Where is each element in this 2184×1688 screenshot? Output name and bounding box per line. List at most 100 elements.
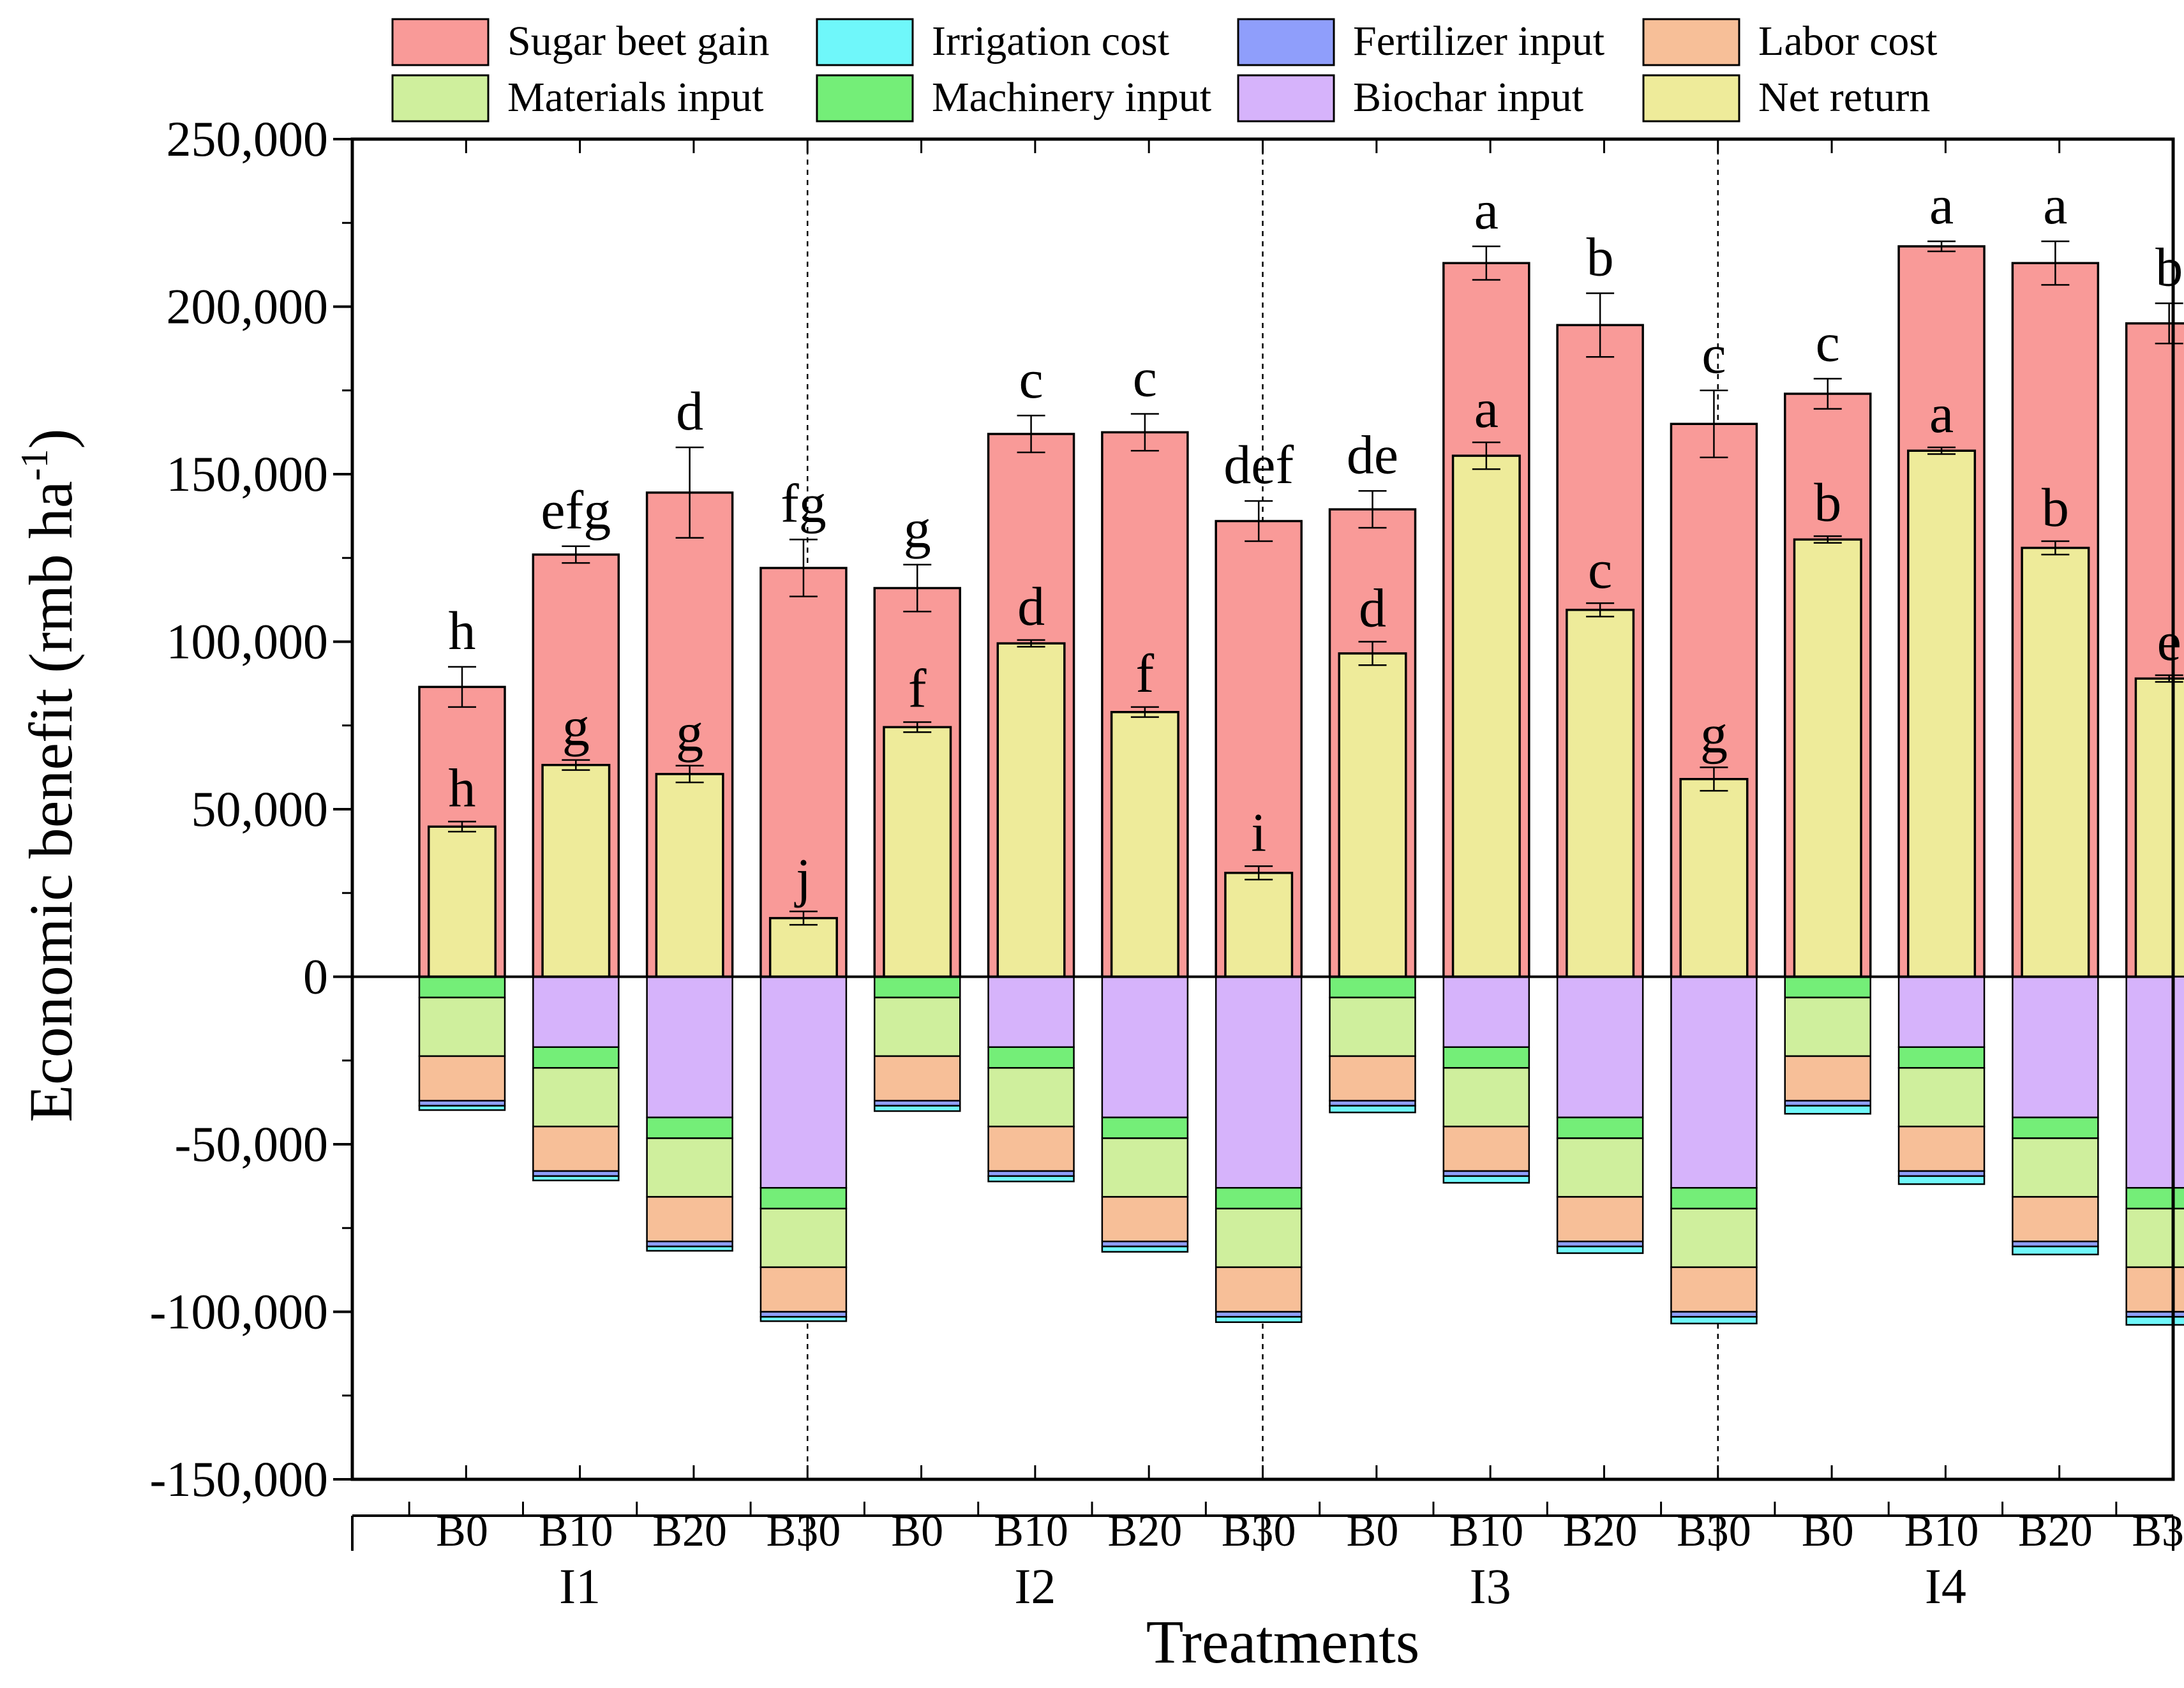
bar-segment-net-return: [1566, 608, 1635, 978]
bar-segment-machinery-input: [2012, 1116, 2099, 1139]
x-sub-label: B10: [1904, 1507, 1979, 1556]
x-sub-label: B0: [436, 1507, 488, 1556]
bar-segment-materials-input: [1215, 1207, 1303, 1268]
bar-segment-materials-input: [1784, 996, 1871, 1057]
bar-segment-materials-input: [1670, 1207, 1758, 1268]
bar-segment-irrigation-cost: [2125, 1316, 2184, 1326]
bar-segment-irrigation-cost: [1897, 1175, 1986, 1185]
bar-segment-irrigation-cost: [987, 1175, 1075, 1183]
y-axis-title: Economic benefit (rmb ha-1): [13, 429, 85, 1123]
bar-segment-biochar-input: [532, 976, 620, 1048]
x-sub-label: B0: [1347, 1507, 1399, 1556]
bar-segment-biochar-input: [1101, 976, 1189, 1119]
bar-segment-labor-cost: [1784, 1055, 1871, 1102]
bar-segment-machinery-input: [1784, 976, 1871, 999]
bar-segment-labor-cost: [532, 1125, 620, 1172]
x-sub-label: B20: [652, 1507, 727, 1556]
legend-label: Materials input: [507, 74, 763, 121]
bar-segment-biochar-input: [1670, 976, 1758, 1189]
bar-segment-irrigation-cost: [874, 1105, 961, 1112]
bar-I3-B30: [1670, 389, 1758, 1325]
bar-I3-B0: [1328, 490, 1417, 1114]
bar-segment-machinery-input: [874, 976, 961, 999]
x-group-label: I3: [1470, 1558, 1511, 1614]
x-sub-label: B0: [1802, 1507, 1854, 1556]
net-letter: g: [676, 701, 703, 763]
x-sub-label: B20: [2018, 1507, 2093, 1556]
net-letter: b: [1814, 472, 1841, 533]
x-sub-label: B10: [1449, 1507, 1523, 1556]
x-sub-label: B30: [1677, 1507, 1751, 1556]
bar-segment-machinery-input: [759, 1187, 848, 1210]
legend-item: Materials input: [391, 74, 763, 123]
bar-segment-net-return: [883, 726, 952, 978]
net-letter: f: [1136, 643, 1155, 704]
bar-segment-machinery-input: [1101, 1116, 1189, 1139]
bar-segment-irrigation-cost: [759, 1316, 848, 1322]
bar-I2-B10: [987, 414, 1075, 1183]
bar-segment-biochar-input: [646, 976, 733, 1119]
bar-segment-net-return: [1110, 711, 1179, 978]
bar-segment-materials-input: [2012, 1137, 2099, 1198]
bar-segment-biochar-input: [2125, 976, 2184, 1189]
bar-segment-labor-cost: [1329, 1055, 1416, 1102]
bar-segment-machinery-input: [1556, 1116, 1644, 1139]
bar-I2-B20: [1101, 413, 1189, 1253]
bar-segment-machinery-input: [1442, 1046, 1530, 1069]
bar-segment-materials-input: [874, 996, 961, 1057]
bar-I1-B10: [532, 545, 620, 1181]
gain-letter: de: [1347, 424, 1398, 485]
bar-I2-B30: [1215, 500, 1303, 1324]
y-tick-label: 100,000: [167, 614, 329, 669]
bar-segment-net-return: [2021, 546, 2090, 978]
bar-I4-B10: [1897, 240, 1986, 1185]
y-tick-label: 50,000: [191, 781, 329, 837]
bar-segment-machinery-input: [1670, 1187, 1758, 1210]
bar-segment-net-return: [2134, 677, 2184, 978]
bar-segment-labor-cost: [1442, 1125, 1530, 1172]
bar-segment-materials-input: [646, 1137, 733, 1198]
net-letter: j: [794, 847, 811, 908]
bar-segment-labor-cost: [759, 1266, 848, 1313]
gain-letter: c: [1816, 311, 1840, 373]
bar-segment-biochar-input: [1897, 976, 1986, 1048]
bar-segment-labor-cost: [1897, 1125, 1986, 1172]
bar-segment-labor-cost: [1101, 1196, 1189, 1243]
net-letter: b: [2042, 477, 2069, 538]
legend-swatch: [1642, 74, 1740, 123]
x-group-label: I2: [1014, 1558, 1056, 1614]
bar-segment-net-return: [1224, 872, 1294, 978]
bar-segment-materials-input: [2125, 1207, 2184, 1268]
gain-letter: c: [1133, 347, 1157, 408]
y-tick-label: -150,000: [150, 1451, 328, 1507]
bar-segment-materials-input: [1556, 1137, 1644, 1198]
bar-segment-materials-input: [1897, 1067, 1986, 1128]
bar-segment-net-return: [427, 825, 497, 978]
net-letter: a: [1929, 383, 1954, 444]
x-sub-label: B20: [1563, 1507, 1638, 1556]
legend-item: Biochar input: [1237, 74, 1583, 123]
bar-I1-B30: [759, 539, 848, 1322]
bar-segment-labor-cost: [2012, 1196, 2099, 1243]
significance-letters: h h efg g d g fg j g f c d c f def i de d a a b c c g c b a a a b b e: [449, 174, 2183, 908]
bar-segment-machinery-input: [646, 1116, 733, 1139]
legend-label: Labor cost: [1758, 18, 1937, 64]
gain-letter: efg: [541, 479, 611, 541]
bar-segment-machinery-input: [2125, 1187, 2184, 1210]
bar-I3-B10: [1442, 245, 1530, 1184]
legend-item: Sugar beet gain: [391, 18, 770, 66]
y-tick-label: -100,000: [150, 1284, 328, 1340]
y-tick-label: 250,000: [167, 111, 329, 167]
bar-segment-biochar-input: [2012, 976, 2099, 1119]
x-sub-label: B30: [1222, 1507, 1296, 1556]
bar-I1-B20: [645, 446, 734, 1252]
net-letter: d: [1359, 578, 1386, 639]
bar-I4-B30: [2125, 302, 2184, 1326]
bar-segment-materials-input: [418, 996, 506, 1057]
x-sub-label: B20: [1108, 1507, 1183, 1556]
net-letter: e: [2157, 611, 2181, 672]
legend-label: Biochar input: [1353, 74, 1583, 121]
bar-segment-materials-input: [532, 1067, 620, 1128]
bar-segment-labor-cost: [2125, 1266, 2184, 1313]
